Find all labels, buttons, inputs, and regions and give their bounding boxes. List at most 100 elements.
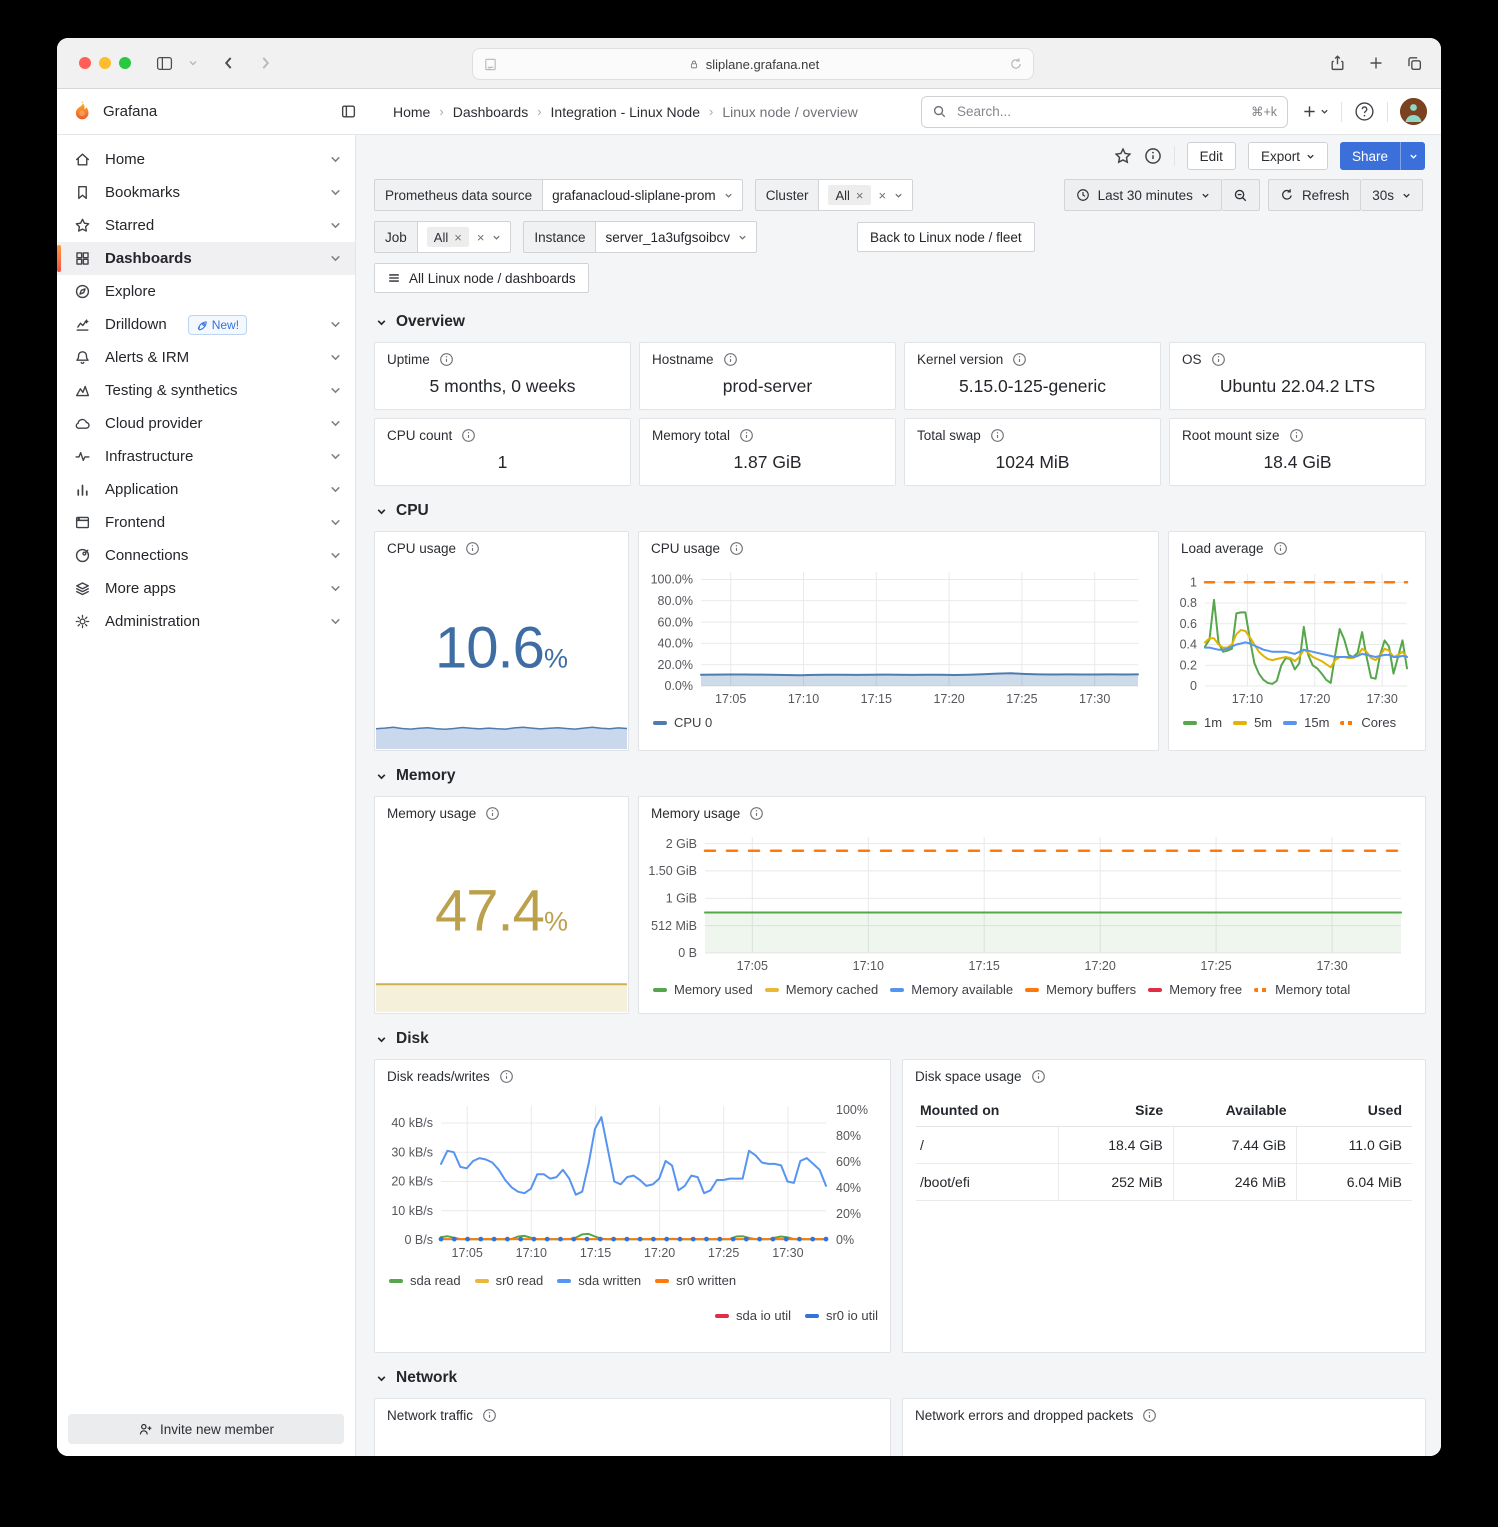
info-icon[interactable] xyxy=(482,1408,497,1423)
info-icon[interactable] xyxy=(749,806,764,821)
legend-item[interactable]: Memory used xyxy=(653,982,753,997)
clear-cluster-icon[interactable]: × xyxy=(878,187,887,203)
tab-overview-icon[interactable] xyxy=(1406,55,1423,72)
export-button[interactable]: Export xyxy=(1247,142,1328,170)
sidebar-item-administration[interactable]: Administration xyxy=(57,605,355,638)
forward-button[interactable] xyxy=(256,54,274,72)
legend-item[interactable]: 15m xyxy=(1283,715,1329,730)
sidebar-item-more-apps[interactable]: More apps xyxy=(57,572,355,605)
share-page-icon[interactable] xyxy=(1329,54,1346,72)
refresh-interval-picker[interactable]: 30s xyxy=(1361,179,1423,211)
sidebar-item-connections[interactable]: Connections xyxy=(57,539,355,572)
remove-cluster-chip-icon[interactable]: × xyxy=(855,187,864,203)
info-icon[interactable] xyxy=(1289,428,1304,443)
back-button[interactable] xyxy=(220,54,238,72)
info-icon[interactable] xyxy=(499,1069,514,1084)
table-header[interactable]: Mounted on xyxy=(916,1094,1059,1127)
reader-view-icon[interactable] xyxy=(483,57,498,72)
remove-job-chip-icon[interactable]: × xyxy=(454,229,462,245)
table-header[interactable]: Used xyxy=(1296,1094,1412,1127)
chevron-down-icon[interactable] xyxy=(330,220,341,231)
share-menu-caret[interactable] xyxy=(1400,142,1425,170)
favorite-star-icon[interactable] xyxy=(1114,147,1132,165)
minimize-window-button[interactable] xyxy=(99,57,111,69)
section-memory[interactable]: Memory xyxy=(376,767,1426,785)
breadcrumb-item[interactable]: Home xyxy=(393,103,431,120)
section-overview[interactable]: Overview xyxy=(376,313,1426,331)
grafana-logo[interactable] xyxy=(71,100,93,123)
legend-item[interactable]: sr0 written xyxy=(655,1273,736,1288)
info-icon[interactable] xyxy=(739,428,754,443)
section-network[interactable]: Network xyxy=(376,1369,1426,1387)
sidebar-chevron-icon[interactable] xyxy=(188,58,198,68)
help-icon[interactable] xyxy=(1354,101,1375,122)
info-icon[interactable] xyxy=(1031,1069,1046,1084)
sidebar-item-home[interactable]: Home xyxy=(57,143,355,176)
info-icon[interactable] xyxy=(1142,1408,1157,1423)
load-average-chart[interactable]: 0 0.2 0.4 0.6 0.8 1 17:10 17:20 17:30 xyxy=(1171,562,1415,710)
share-button[interactable]: Share xyxy=(1339,142,1400,170)
sidebar-item-drilldown[interactable]: Drilldown New! xyxy=(57,308,355,341)
legend-item[interactable]: sr0 io util xyxy=(804,1308,878,1323)
chevron-down-icon[interactable] xyxy=(330,154,341,165)
sidebar-item-testing-synthetics[interactable]: Testing & synthetics xyxy=(57,374,355,407)
chevron-down-icon[interactable] xyxy=(330,352,341,363)
info-icon[interactable] xyxy=(1012,352,1027,367)
chevron-down-icon[interactable] xyxy=(330,550,341,561)
info-icon[interactable] xyxy=(485,806,500,821)
table-header[interactable]: Size xyxy=(1058,1094,1174,1127)
search-input[interactable] xyxy=(955,103,1243,120)
sidebar-item-starred[interactable]: Starred xyxy=(57,209,355,242)
legend-item[interactable]: Memory total xyxy=(1254,982,1350,997)
sidebar-item-application[interactable]: Application xyxy=(57,473,355,506)
memory-usage-chart[interactable]: 0 B 512 MiB 1 GiB 1.50 GiB 2 GiB 17:05 17:10 17… xyxy=(641,827,1415,977)
legend-item[interactable]: sda written xyxy=(557,1273,641,1288)
legend-item[interactable]: sda read xyxy=(389,1273,461,1288)
info-icon[interactable] xyxy=(729,541,744,556)
dashboard-info-icon[interactable] xyxy=(1144,147,1162,165)
invite-new-member-button[interactable]: Invite new member xyxy=(68,1414,344,1444)
datasource-value[interactable]: grafanacloud-sliplane-prom xyxy=(543,179,743,211)
dock-sidebar-icon[interactable] xyxy=(340,103,357,120)
cluster-value[interactable]: All × × xyxy=(819,179,914,211)
breadcrumb-item[interactable]: Integration - Linux Node xyxy=(550,103,700,120)
legend-item[interactable]: Memory free xyxy=(1148,982,1242,997)
info-icon[interactable] xyxy=(1273,541,1288,556)
legend-item[interactable]: Memory buffers xyxy=(1025,982,1136,997)
search-box[interactable]: ⌘+k xyxy=(921,95,1288,128)
sidebar-item-explore[interactable]: Explore xyxy=(57,275,355,308)
clear-job-icon[interactable]: × xyxy=(476,229,485,245)
info-icon[interactable] xyxy=(461,428,476,443)
legend-item[interactable]: CPU 0 xyxy=(653,715,712,730)
legend-item[interactable]: sda io util xyxy=(715,1308,791,1323)
legend-item[interactable]: 1m xyxy=(1183,715,1222,730)
sidebar-item-infrastructure[interactable]: Infrastructure xyxy=(57,440,355,473)
sidebar-item-frontend[interactable]: Frontend xyxy=(57,506,355,539)
legend-item[interactable]: Memory available xyxy=(890,982,1013,997)
disk-reads-writes-chart[interactable]: 0 B/s 10 kB/s 20 kB/s 30 kB/s 40 kB/s 0% 20% 40… xyxy=(377,1090,880,1268)
legend-item[interactable]: 5m xyxy=(1233,715,1272,730)
sidebar-item-dashboards[interactable]: Dashboards xyxy=(57,242,355,275)
breadcrumb-item[interactable]: Dashboards xyxy=(452,103,529,120)
section-cpu[interactable]: CPU xyxy=(376,502,1426,520)
sidebar-item-alerts-irm[interactable]: Alerts & IRM xyxy=(57,341,355,374)
table-header[interactable]: Available xyxy=(1173,1094,1297,1127)
user-avatar[interactable] xyxy=(1400,98,1427,125)
chevron-down-icon[interactable] xyxy=(330,253,341,264)
chevron-down-icon[interactable] xyxy=(330,418,341,429)
sidebar-item-bookmarks[interactable]: Bookmarks xyxy=(57,176,355,209)
chevron-down-icon[interactable] xyxy=(330,517,341,528)
legend-item[interactable]: Cores xyxy=(1340,715,1396,730)
browser-sidebar-toggle-icon[interactable] xyxy=(155,55,174,72)
info-icon[interactable] xyxy=(990,428,1005,443)
chevron-down-icon[interactable] xyxy=(330,583,341,594)
new-tab-icon[interactable] xyxy=(1368,55,1384,71)
maximize-window-button[interactable] xyxy=(119,57,131,69)
cpu-usage-chart[interactable]: 0.0% 20.0% 40.0% 60.0% 80.0% 100.0% 17:05 17:10… xyxy=(641,562,1148,710)
chevron-down-icon[interactable] xyxy=(330,187,341,198)
job-value[interactable]: All × × xyxy=(417,221,512,253)
close-window-button[interactable] xyxy=(79,57,91,69)
info-icon[interactable] xyxy=(723,352,738,367)
add-new-button[interactable] xyxy=(1302,104,1329,119)
info-icon[interactable] xyxy=(465,541,480,556)
